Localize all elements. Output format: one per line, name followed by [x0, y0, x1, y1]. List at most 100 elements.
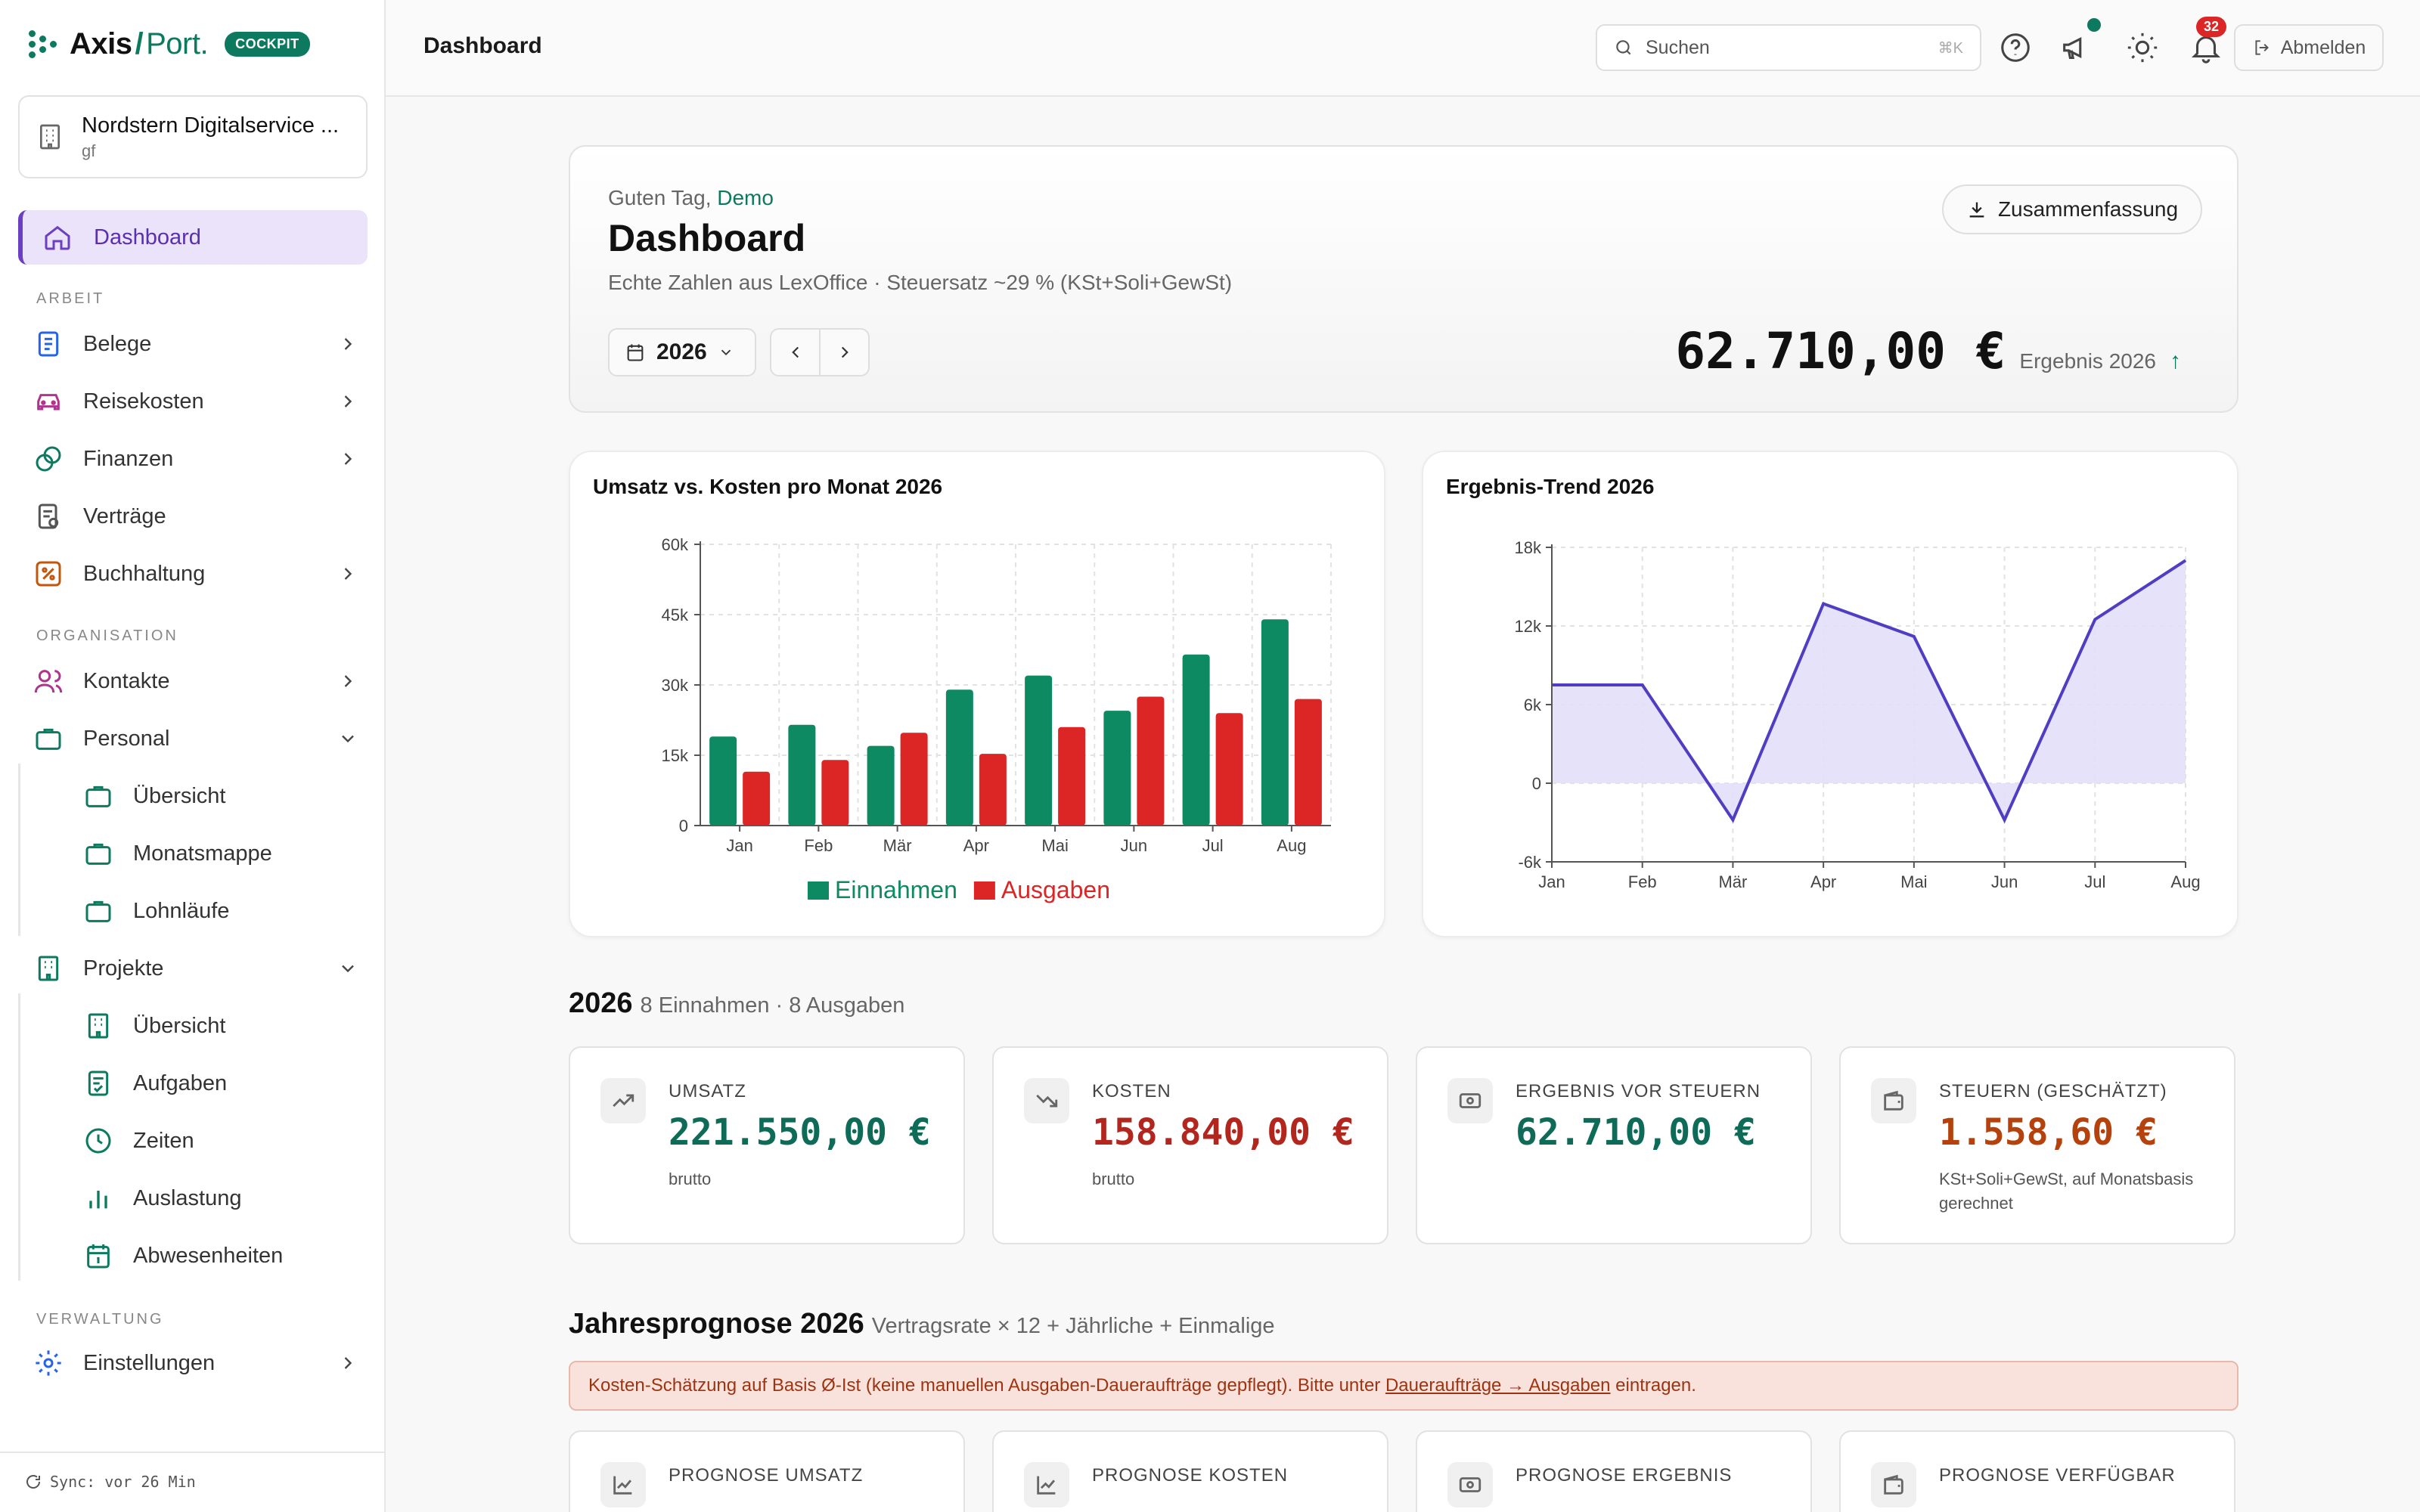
legend-label: Einnahmen: [835, 876, 957, 903]
result-amount: 62.710,00 €: [1675, 322, 2006, 380]
forecast-label: PROGNOSE UMSATZ: [669, 1465, 864, 1486]
sidebar-subitem-aufgaben[interactable]: Aufgaben: [83, 1061, 355, 1106]
kpi-card-umsatz[interactable]: UMSATZ 221.550,00 € brutto: [569, 1046, 965, 1244]
sidebar-item-personal[interactable]: Personal: [33, 716, 358, 761]
section-heading-org: ORGANISATION: [36, 627, 178, 644]
sidebar-item-label: Dashboard: [94, 225, 201, 249]
wallet-icon: [1871, 1462, 1916, 1507]
sidebar-item-belege[interactable]: Belege: [33, 321, 358, 367]
x-tick-label: Mär: [1718, 872, 1747, 891]
org-switcher[interactable]: Nordstern Digitalservice ... gf: [18, 95, 368, 178]
search-placeholder: Suchen: [1646, 36, 1710, 58]
sidebar-item-label: Reisekosten: [83, 389, 204, 414]
sidebar-item-reisekosten[interactable]: Reisekosten: [33, 379, 358, 424]
search-icon: [1616, 40, 1631, 55]
sun-icon[interactable]: [2125, 30, 2160, 65]
x-tick-label: Feb: [1628, 872, 1657, 891]
x-tick-label: Aug: [2170, 872, 2200, 891]
sidebar-subitem-zeiten[interactable]: Zeiten: [83, 1118, 355, 1163]
org-name: Nordstern Digitalservice ...: [82, 113, 340, 138]
bar-chart: 0 15k 30k 45k 60k Jan Feb Mär Apr Mai Jun Jul Aug Ein…: [662, 535, 1332, 903]
x-tick-label: Aug: [1277, 836, 1306, 855]
sync-text: Sync: vor 26 Min: [50, 1473, 196, 1491]
sidebar-subitem-monatsmappe[interactable]: Monatsmappe: [83, 831, 355, 876]
sidebar-subitem-personal-uebersicht[interactable]: Übersicht: [83, 773, 355, 819]
alert-text: Kosten-Schätzung auf Basis Ø-Ist (keine …: [588, 1375, 1381, 1396]
sidebar-item-vertraege[interactable]: Verträge: [33, 494, 358, 539]
bar-ausgaben: [1137, 696, 1165, 826]
megaphone-icon[interactable]: [2059, 30, 2093, 65]
sidebar-item-dashboard[interactable]: Dashboard: [18, 210, 368, 265]
forecast-card-verfuegbar[interactable]: PROGNOSE VERFÜGBAR: [1839, 1430, 2235, 1512]
trend-down-icon: [1024, 1078, 1069, 1123]
kpi-card-ergebnis[interactable]: ERGEBNIS VOR STEUERN 62.710,00 €: [1416, 1046, 1812, 1244]
page-title: Dashboard: [424, 33, 542, 58]
bar-einnahmen: [1103, 711, 1131, 826]
logout-button[interactable]: Abmelden: [2234, 24, 2384, 71]
y-tick-label: 0: [1532, 774, 1541, 793]
bar-ausgaben: [1294, 699, 1322, 826]
home-icon: [45, 225, 70, 250]
help-icon[interactable]: [1998, 30, 2033, 65]
bar-ausgaben: [900, 733, 928, 826]
chart-title: Ergebnis-Trend 2026: [1446, 475, 1655, 498]
kpi-note: brutto: [1092, 1170, 1135, 1188]
chevron-down-icon: [721, 349, 731, 356]
search-input[interactable]: Suchen ⌘K: [1596, 24, 1981, 71]
year-section-meta: 8 Einnahmen · 8 Ausgaben: [640, 993, 905, 1018]
x-tick-label: Apr: [963, 836, 989, 855]
sidebar-item-label: Übersicht: [133, 1013, 226, 1038]
x-tick-label: Mai: [1900, 872, 1927, 891]
sidebar-subitem-projekte-uebersicht[interactable]: Übersicht: [83, 1003, 355, 1049]
bar-einnahmen: [709, 736, 737, 826]
chevron-right-icon: [344, 568, 352, 580]
task-list-icon: [88, 1070, 109, 1096]
sidebar-item-label: Finanzen: [83, 446, 174, 471]
year-select[interactable]: 2026: [608, 328, 756, 376]
arrow-up-icon: ↑: [2170, 349, 2181, 373]
chevron-down-icon: [342, 965, 354, 973]
x-tick-label: Jul: [2084, 872, 2105, 891]
sidebar-item-label: Übersicht: [133, 783, 226, 808]
x-tick-label: Jan: [726, 836, 752, 855]
sidebar-item-label: Belege: [83, 331, 152, 356]
sidebar-subitem-lohnlaeufe[interactable]: Lohnläufe: [83, 888, 355, 934]
y-tick-label: 6k: [1524, 696, 1542, 714]
sidebar-item-finanzen[interactable]: Finanzen: [33, 436, 358, 482]
next-year-button[interactable]: [819, 330, 868, 375]
briefcase-icon: [36, 728, 61, 750]
org-role: gf: [82, 141, 96, 160]
forecast-card-ergebnis[interactable]: PROGNOSE ERGEBNIS: [1416, 1430, 1812, 1512]
sidebar-subitem-abwesenheiten[interactable]: Abwesenheiten: [83, 1233, 355, 1278]
previous-year-button[interactable]: [771, 330, 819, 375]
kpi-card-steuern[interactable]: STEUERN (GESCHÄTZT) 1.558,60 € KSt+Soli+…: [1839, 1046, 2235, 1244]
forecast-card-kosten[interactable]: PROGNOSE KOSTEN: [992, 1430, 1388, 1512]
user-name: Demo: [717, 186, 774, 209]
summary-download-button[interactable]: Zusammenfassung: [1942, 184, 2202, 234]
hero-result: 62.710,00 € Ergebnis 2026 ↑: [1675, 322, 2181, 380]
brand-logo[interactable]: Axis / Port. COCKPIT: [27, 26, 310, 62]
sidebar-item-kontakte[interactable]: Kontakte: [33, 658, 358, 704]
sidebar-item-einstellungen[interactable]: Einstellungen: [33, 1340, 358, 1386]
sidebar-item-label: Aufgaben: [133, 1070, 228, 1095]
sync-status: Sync: vor 26 Min: [24, 1473, 196, 1491]
kpi-label: UMSATZ: [669, 1081, 746, 1101]
sidebar-item-projekte[interactable]: Projekte: [33, 946, 358, 991]
section-heading-admin: VERWALTUNG: [36, 1311, 164, 1328]
standing-orders-link[interactable]: Daueraufträge → Ausgaben: [1385, 1375, 1611, 1396]
kpi-note: KSt+Soli+GewSt, auf Monatsbasis gerechne…: [1939, 1170, 2194, 1213]
receipt-icon: [38, 331, 59, 357]
bar-ausgaben: [1058, 727, 1086, 826]
y-tick-label: 18k: [1515, 538, 1542, 557]
forecast-card-umsatz[interactable]: PROGNOSE UMSATZ: [569, 1430, 965, 1512]
kpi-value: 158.840,00 €: [1092, 1111, 1354, 1154]
kpi-card-kosten[interactable]: KOSTEN 158.840,00 € brutto: [992, 1046, 1388, 1244]
alert-text-suffix: eintragen.: [1615, 1375, 1696, 1396]
bar-einnahmen: [1182, 654, 1210, 826]
bar-einnahmen: [1025, 675, 1053, 826]
sidebar-item-buchhaltung[interactable]: Buchhaltung: [33, 551, 358, 596]
y-tick-label: 12k: [1515, 617, 1542, 636]
bell-icon[interactable]: [2189, 30, 2223, 65]
bar-ausgaben: [979, 754, 1007, 826]
sidebar-subitem-auslastung[interactable]: Auslastung: [83, 1176, 355, 1221]
